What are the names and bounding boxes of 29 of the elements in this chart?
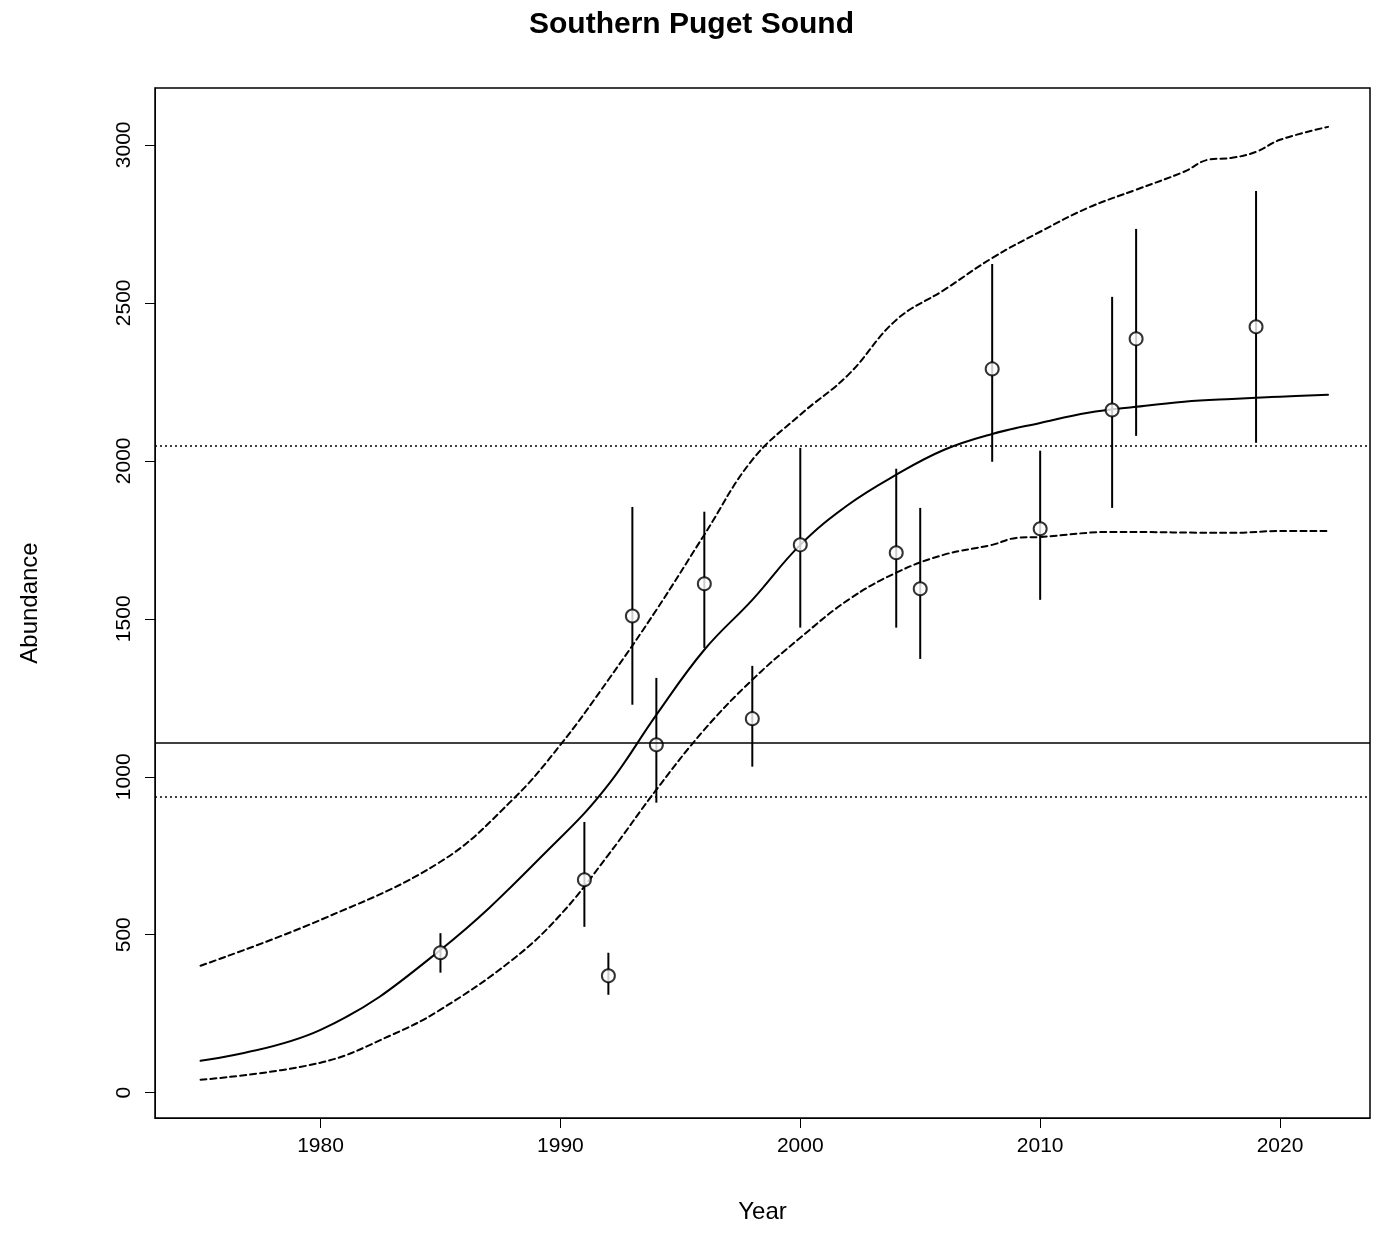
point xyxy=(792,537,808,553)
point xyxy=(1248,319,1264,335)
point xyxy=(576,872,592,888)
y-tick-label: 1500 xyxy=(111,595,134,643)
x-tick-label: 2020 xyxy=(1256,1133,1304,1156)
y-tick-label: 0 xyxy=(111,1086,134,1099)
y-tick-label: 3000 xyxy=(111,121,134,169)
point xyxy=(1104,402,1120,418)
chart-title: Southern Puget Sound xyxy=(529,5,854,39)
point xyxy=(912,581,928,597)
point xyxy=(696,576,712,592)
point xyxy=(984,361,1000,377)
point xyxy=(432,945,448,961)
point xyxy=(744,711,760,727)
point xyxy=(1128,331,1144,347)
x-tick-label: 1980 xyxy=(297,1133,344,1156)
point xyxy=(600,968,616,984)
y-axis-title: Abundance xyxy=(14,542,42,664)
point xyxy=(888,545,904,561)
x-tick-label: 1990 xyxy=(537,1133,584,1156)
point xyxy=(624,608,640,624)
y-tick-label: 2000 xyxy=(111,437,134,485)
x-tick-label: 2010 xyxy=(1016,1133,1064,1156)
point xyxy=(1032,521,1048,537)
y-tick-label: 2500 xyxy=(111,279,134,327)
x-axis-title: Year xyxy=(738,1196,787,1224)
x-tick-label: 2000 xyxy=(776,1133,824,1156)
y-tick-label: 1000 xyxy=(111,753,134,801)
y-tick-label: 500 xyxy=(111,917,134,953)
